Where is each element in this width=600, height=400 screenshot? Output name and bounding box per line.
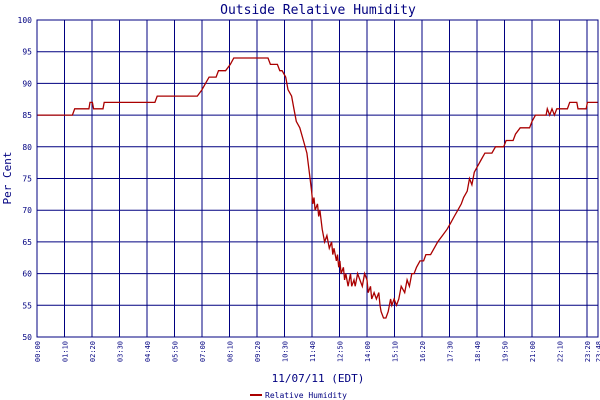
y-axis-label: Per Cent [1,152,14,205]
x-tick-label: 04:40 [144,341,152,362]
x-tick-label: 18:40 [474,341,482,362]
grid-lines [36,19,599,338]
y-tick-label: 95 [22,48,32,57]
x-tick-label: 19:50 [501,341,509,362]
y-tick-label: 60 [22,270,32,279]
x-tick-label: 14:00 [364,341,372,362]
x-tick-label: 02:20 [89,341,97,362]
x-tick-label: 11:40 [309,341,317,362]
x-tick-label: 12:50 [336,341,344,362]
legend-entry: Relative Humidity [265,391,347,400]
y-tick-label: 65 [22,238,32,247]
y-tick-label: 100 [18,16,33,25]
chart-title: Outside Relative Humidity [220,3,416,18]
y-tick-label: 55 [22,301,32,310]
series-line-relative-humidity [37,57,598,319]
x-tick-label: 15:10 [392,341,400,362]
x-tick-label: 01:10 [62,341,70,362]
y-tick-label: 70 [22,206,32,215]
y-tick-label: 80 [22,143,32,152]
x-tick-label: 23:20 [584,341,592,362]
x-tick-labels: 00:00 01:10 02:20 03:30 04:40 05:50 07:00 08:10… [34,341,600,362]
x-tick-label: 09:20 [254,341,262,362]
y-tick-label: 50 [22,333,32,342]
x-tick-label: 17:30 [447,341,455,362]
y-tick-labels: 50 55 60 65 70 75 80 85 90 95 100 [18,16,33,342]
x-tick-label: 03:30 [117,341,125,362]
y-tick-label: 85 [22,111,32,120]
series-lines [37,57,598,319]
plot-frame [36,19,599,338]
x-tick-label: 23:48 [595,341,600,362]
x-tick-label: 16:20 [419,341,427,362]
x-tick-label: 00:00 [34,341,42,362]
x-axis-label: 11/07/11 (EDT) [272,372,365,385]
x-tick-label: 10:30 [282,341,290,362]
y-tick-label: 90 [22,79,32,88]
x-tick-label: 07:00 [199,341,207,362]
x-tick-label: 08:10 [227,341,235,362]
x-tick-label: 05:50 [171,341,179,362]
x-tick-label: 21:00 [529,341,537,362]
x-tick-label: 22:10 [557,341,565,362]
y-tick-label: 75 [22,175,32,184]
legend: Relative Humidity [250,391,347,400]
